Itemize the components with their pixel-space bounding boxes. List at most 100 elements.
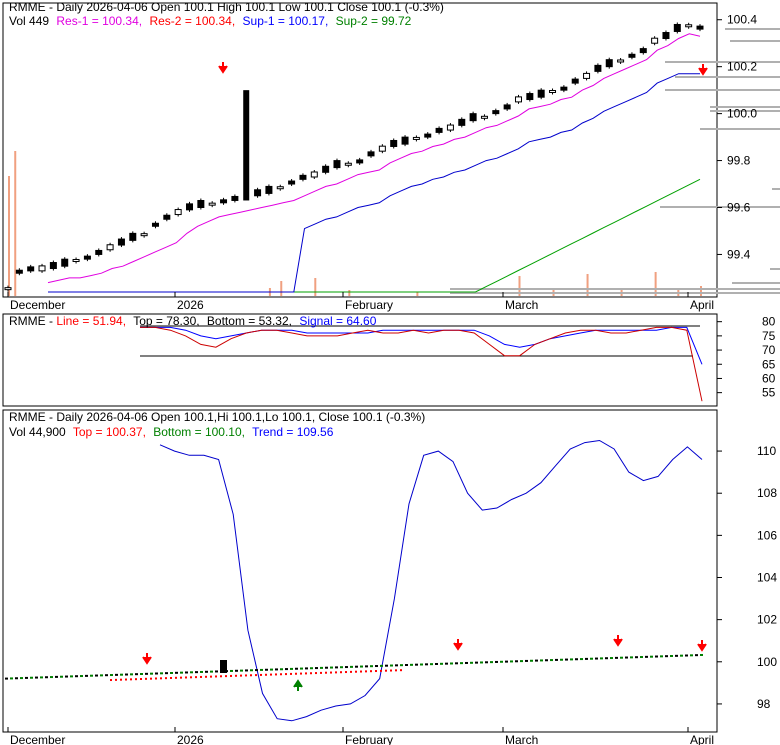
price-dot [230, 669, 233, 672]
candles [4, 22, 704, 292]
price-dot [460, 662, 463, 665]
price-dot [155, 672, 158, 675]
price-dot [615, 656, 618, 659]
candle [639, 48, 647, 54]
candle [503, 104, 511, 110]
x-tick-label: March [505, 733, 538, 745]
price-dot [35, 676, 38, 679]
candle [220, 199, 228, 204]
price-dot [125, 673, 128, 676]
price-dot [275, 668, 278, 671]
price-dot [295, 667, 298, 670]
candle [594, 64, 602, 72]
price-dot [360, 665, 363, 668]
candle [435, 127, 443, 133]
price-dot [585, 657, 588, 660]
top-dot [175, 676, 177, 679]
candle [480, 115, 488, 119]
top-dot [110, 679, 112, 682]
price-dot [450, 662, 453, 665]
top-dot [185, 676, 187, 679]
price-dot [580, 658, 583, 661]
top-dot [170, 676, 172, 679]
top-dot [250, 674, 252, 677]
price-dot [685, 654, 688, 657]
price-dot [185, 671, 188, 674]
price-dot [630, 656, 633, 659]
volume-profile [450, 28, 780, 294]
price-dot [645, 655, 648, 658]
price-dot [90, 674, 93, 677]
top-dot [200, 675, 202, 678]
price-dot [60, 675, 63, 678]
top-dot [325, 671, 327, 674]
y-tick-label: 99.4 [727, 247, 751, 261]
volume-profile-bar [732, 282, 780, 284]
volume-bar [416, 292, 419, 296]
top-dot [335, 671, 337, 674]
volume-bar [700, 286, 702, 296]
candle [288, 180, 296, 185]
price-dot [160, 672, 163, 675]
price-dot [455, 662, 458, 665]
price-dot [640, 656, 643, 659]
price-dot [200, 670, 203, 673]
price-dot [45, 676, 48, 679]
down-arrow-icon [613, 635, 623, 647]
price-dot [695, 654, 698, 657]
candle [186, 203, 194, 211]
price-dot [335, 666, 338, 669]
candle [446, 124, 454, 131]
candle [38, 265, 46, 272]
price-dot [475, 661, 478, 664]
price-dot [115, 673, 118, 676]
price-dot [515, 660, 518, 663]
y-tick-label: 99.8 [727, 154, 751, 168]
volume-bar [314, 278, 317, 296]
top-dot [160, 677, 162, 680]
price-dot [70, 675, 73, 678]
candle [95, 249, 103, 255]
top-dot [390, 669, 392, 672]
y-tick-label: 102 [757, 613, 777, 627]
candle [333, 160, 341, 169]
y-tick-label: 60 [762, 371, 776, 385]
y-tick-label: 75 [762, 329, 776, 343]
top-dot [135, 678, 137, 681]
price-dot [620, 656, 623, 659]
price-dot [85, 674, 88, 677]
y-tick-label: 55 [762, 386, 776, 400]
price-dot [340, 666, 343, 669]
x-tick-label: December [10, 298, 65, 312]
candle [583, 72, 591, 79]
candle [526, 93, 534, 101]
volume-profile-bar [772, 188, 780, 190]
top-dot [180, 676, 182, 679]
volume-profile-bar [675, 76, 780, 78]
price-dot [650, 655, 653, 658]
top-dot [140, 678, 142, 681]
top-dot [155, 677, 157, 680]
price-dot [665, 655, 668, 658]
top-dot [265, 673, 267, 676]
price-dot [500, 660, 503, 663]
price-dot [670, 655, 673, 658]
volume-profile-bar [450, 292, 780, 294]
candle [208, 202, 216, 206]
price-dot [330, 666, 333, 669]
candle [356, 159, 364, 164]
price-dot [485, 661, 488, 664]
price-dot [140, 673, 143, 676]
candle [378, 145, 386, 152]
top-dot [115, 678, 117, 681]
price-dot [40, 676, 43, 679]
price-dot [700, 653, 703, 656]
price-dot [600, 657, 603, 660]
price-dot [565, 658, 568, 661]
price-dot [135, 673, 138, 676]
top-dot [220, 675, 222, 678]
up-arrow-icon [293, 679, 303, 691]
y-tick-label: 100.2 [727, 60, 757, 74]
trend-line [159, 439, 703, 722]
